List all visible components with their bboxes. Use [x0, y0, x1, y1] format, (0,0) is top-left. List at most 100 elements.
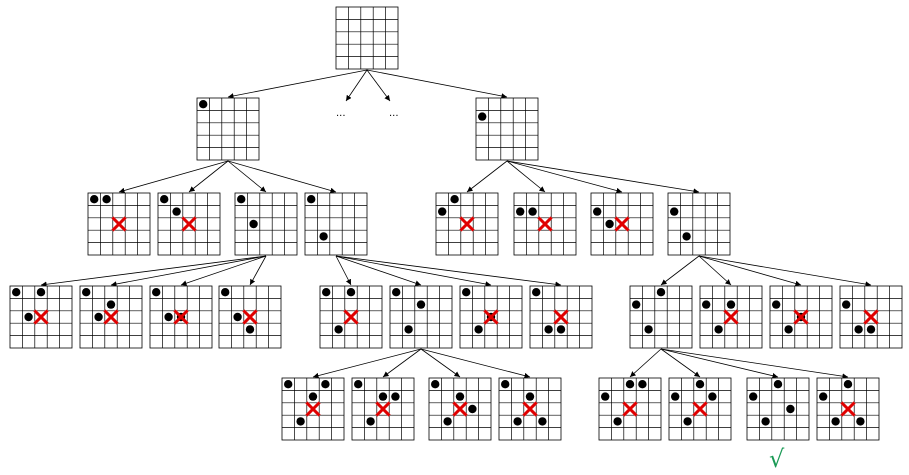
- conflict-x-mark: [840, 401, 856, 417]
- queen-marker: [102, 195, 111, 204]
- ellipsis-right: ...: [389, 108, 399, 119]
- conflict-x-stroke: [863, 309, 879, 325]
- queen-marker: [772, 300, 781, 309]
- conflict-x-stroke: [692, 401, 708, 417]
- conflict-x-stroke: [459, 216, 475, 232]
- queen-marker: [233, 312, 242, 322]
- queen-marker: [773, 380, 783, 389]
- conflict-x-mark: [242, 309, 258, 325]
- edge-a-to-a3: [227, 160, 267, 193]
- queen-marker: [601, 392, 610, 401]
- queen-marker: [308, 392, 318, 401]
- conflict-x-mark: [723, 309, 739, 325]
- queen-marker: [90, 195, 99, 204]
- queen-marker: [726, 300, 736, 309]
- queen-marker: [392, 288, 401, 297]
- conflict-x-stroke: [840, 401, 856, 417]
- conflict-x-stroke: [452, 401, 468, 417]
- board-a42-1: [281, 377, 345, 441]
- conflict-x-stroke: [723, 309, 739, 325]
- queen-marker: [366, 417, 375, 426]
- board-b4-4: [839, 285, 903, 349]
- edge-a4-to-a4-1: [335, 255, 352, 286]
- queen-marker: [656, 288, 666, 297]
- queen-marker: [462, 288, 471, 297]
- conflict-x-stroke: [537, 216, 553, 232]
- queen-marker: [431, 380, 440, 389]
- conflict-x-stroke: [111, 216, 127, 232]
- edge-b4-1-to-b41-1: [629, 348, 662, 378]
- edge-b-to-b4: [506, 160, 700, 194]
- queen-marker: [501, 380, 510, 389]
- queen-marker: [856, 417, 865, 426]
- conflict-x-stroke: [793, 309, 809, 325]
- board-a2: [157, 192, 221, 256]
- edge-root-to-a: [227, 69, 368, 99]
- conflict-x-mark: [305, 401, 321, 417]
- conflict-x-mark: [483, 309, 499, 325]
- conflict-x-stroke: [375, 401, 391, 417]
- queen-marker: [106, 300, 116, 309]
- board-a3-4: [218, 285, 282, 349]
- board-b: [475, 97, 539, 161]
- queen-marker: [632, 300, 641, 309]
- conflict-x-stroke: [483, 309, 499, 325]
- queen-marker: [695, 380, 705, 389]
- queen-marker: [474, 325, 483, 334]
- conflict-x-stroke: [103, 309, 119, 325]
- board-a42-4: [498, 377, 562, 441]
- queen-marker: [854, 325, 863, 334]
- queen-marker: [249, 219, 258, 229]
- board-b4-1: [629, 285, 693, 349]
- conflict-x-stroke: [173, 309, 189, 325]
- edge-a-to-a1: [118, 160, 229, 194]
- board-a4: [304, 192, 368, 256]
- queen-marker: [24, 312, 33, 322]
- queen-marker: [391, 392, 400, 401]
- tree-edges: [40, 69, 872, 379]
- edge-a3-to-a3-2: [110, 255, 267, 287]
- edge-b4-to-b4-3: [698, 255, 802, 287]
- queen-marker: [12, 288, 21, 297]
- edge-a4-2-to-a42-4: [420, 348, 531, 379]
- conflict-x-mark: [459, 216, 475, 232]
- edge-root-stub-left: [345, 69, 368, 102]
- board-frame: [667, 192, 731, 256]
- truncated-edges: [345, 69, 391, 102]
- conflict-x-stroke: [622, 401, 638, 417]
- board-root: [335, 6, 399, 70]
- queen-marker: [296, 417, 305, 426]
- conflict-x-stroke: [242, 309, 258, 325]
- queen-marker: [671, 392, 680, 401]
- conflict-x-mark: [181, 216, 197, 232]
- board-frame: [428, 377, 492, 441]
- queen-marker: [842, 300, 851, 309]
- edge-root-stub-right: [366, 69, 391, 102]
- conflict-x-stroke: [33, 309, 49, 325]
- board-frame: [498, 377, 562, 441]
- board-frame: [459, 285, 523, 349]
- conflict-x-stroke: [343, 309, 359, 325]
- edge-a4-to-a4-2: [335, 255, 422, 286]
- queen-marker: [683, 417, 692, 426]
- queen-marker: [322, 288, 331, 297]
- edge-b4-1-to-b41-4: [660, 348, 849, 379]
- board-a4-2: [389, 285, 453, 349]
- queen-marker: [284, 380, 293, 389]
- board-b4: [667, 192, 731, 256]
- queen-marker: [321, 380, 330, 389]
- board-a4-3: [459, 285, 523, 349]
- edge-b-to-b3: [506, 160, 623, 194]
- queen-marker: [450, 195, 459, 204]
- queen-marker: [556, 325, 566, 334]
- queen-marker: [199, 100, 208, 109]
- queen-marker: [532, 288, 541, 297]
- conflict-x-stroke: [614, 216, 630, 232]
- board-a42-2: [351, 377, 415, 441]
- board-b41-3: [746, 377, 810, 441]
- conflict-x-mark: [33, 309, 49, 325]
- edge-a4-to-a4-4: [335, 255, 562, 288]
- board-b3: [590, 192, 654, 256]
- edge-a4-2-to-a42-2: [382, 348, 422, 378]
- board-nodes: [9, 6, 903, 441]
